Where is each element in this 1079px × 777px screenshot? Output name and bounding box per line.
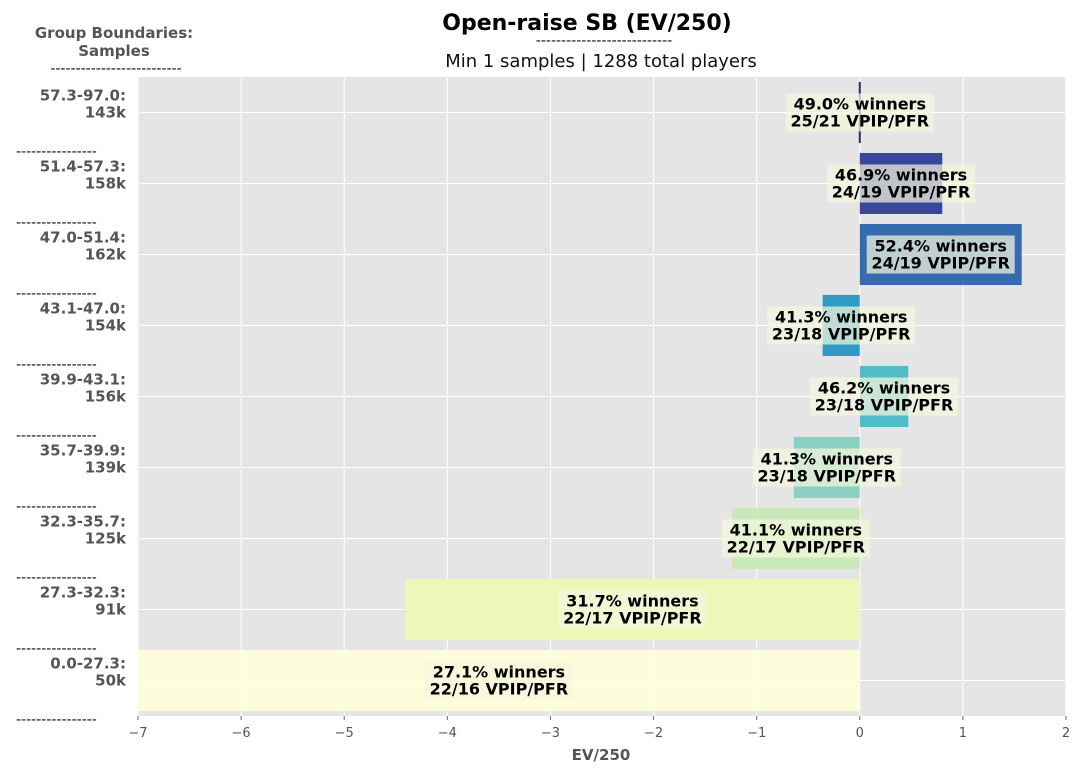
x-tick-label: −4 — [438, 726, 457, 741]
annotation-box — [866, 235, 1015, 274]
x-tick-label: −5 — [335, 726, 354, 741]
annotation-vpip-pfr: 23/18 VPIP/PFR — [758, 467, 897, 486]
annotation-winners: 27.1% winners — [433, 663, 565, 682]
x-tick-label: 0 — [856, 726, 864, 741]
annotation-vpip-pfr: 23/18 VPIP/PFR — [815, 396, 954, 415]
annotation-vpip-pfr: 24/19 VPIP/PFR — [871, 254, 1010, 273]
y-tick-range: 57.3-97.0: — [40, 87, 126, 105]
annotation-winners: 52.4% winners — [875, 237, 1007, 256]
y-tick-range: 47.0-51.4: — [40, 229, 126, 247]
y-tick-range: 51.4-57.3: — [40, 158, 126, 176]
y-tick-range: 27.3-32.3: — [40, 584, 126, 602]
y-tick-range: 32.3-35.7: — [40, 513, 126, 531]
y-axis-header-line1: Group Boundaries: — [35, 24, 193, 42]
y-separator: ---------------- — [16, 286, 97, 302]
annotation-vpip-pfr: 23/18 VPIP/PFR — [772, 325, 911, 344]
y-tick-range: 39.9-43.1: — [40, 371, 126, 389]
x-tick-label: −2 — [644, 726, 663, 741]
annotation-winners: 46.2% winners — [818, 379, 950, 398]
y-tick-samples: 139k — [85, 459, 127, 477]
annotation-winners: 41.3% winners — [761, 450, 893, 469]
y-separator: ---------------- — [16, 357, 97, 373]
x-tick-label: 1 — [959, 726, 967, 741]
y-separator: ---------------- — [16, 144, 97, 160]
y-separator: ---------------- — [16, 499, 97, 515]
annotation-winners: 41.1% winners — [730, 521, 862, 540]
x-tick-label: 2 — [1062, 726, 1070, 741]
annotation-vpip-pfr: 22/16 VPIP/PFR — [430, 680, 569, 699]
annotation-box — [558, 590, 707, 629]
annotation-winners: 41.3% winners — [775, 308, 907, 327]
annotation-vpip-pfr: 22/17 VPIP/PFR — [563, 609, 702, 628]
y-tick-samples: 156k — [85, 388, 127, 406]
annotation-box — [810, 377, 959, 416]
annotation-box — [424, 661, 573, 700]
y-tick-samples: 50k — [95, 672, 127, 690]
y-tick-samples: 125k — [85, 530, 127, 548]
y-tick-range: 0.0-27.3: — [50, 655, 126, 673]
annotation-box — [767, 306, 916, 345]
x-tick-label: −6 — [232, 726, 251, 741]
y-tick-range: 35.7-39.9: — [40, 442, 126, 460]
annotation-vpip-pfr: 24/19 VPIP/PFR — [832, 183, 971, 202]
annotation-vpip-pfr: 25/21 VPIP/PFR — [790, 112, 929, 131]
chart-title-underline: --------------------------- — [536, 33, 672, 49]
y-tick-samples: 154k — [85, 317, 127, 335]
chart-subtitle: Min 1 samples | 1288 total players — [445, 51, 757, 72]
annotation-box — [752, 448, 901, 487]
annotation-winners: 31.7% winners — [566, 592, 698, 611]
y-tick-layer: 57.3-97.0:143k----------------51.4-57.3:… — [16, 87, 127, 729]
y-tick-samples: 158k — [85, 175, 127, 193]
y-tick-samples: 143k — [85, 104, 127, 122]
annotation-box — [827, 164, 976, 203]
y-axis-header-line2: Samples — [78, 42, 150, 60]
annotation-vpip-pfr: 22/17 VPIP/PFR — [727, 538, 866, 557]
x-axis-label: EV/250 — [572, 746, 631, 764]
x-tick-label: −1 — [747, 726, 766, 741]
x-tick-label: −7 — [128, 726, 147, 741]
annotation-winners: 49.0% winners — [794, 95, 926, 114]
x-tick-label: −3 — [541, 726, 560, 741]
annotation-box — [721, 519, 870, 558]
y-tick-samples: 91k — [95, 601, 127, 619]
annotation-box — [785, 93, 934, 132]
y-tick-samples: 162k — [85, 246, 127, 264]
chart-title: Open-raise SB (EV/250) — [442, 11, 731, 36]
y-separator: ---------------- — [16, 215, 97, 231]
y-axis-header-line3: -------------------------- — [50, 61, 181, 77]
y-separator: ---------------- — [16, 641, 97, 657]
y-tick-range: 43.1-47.0: — [40, 300, 126, 318]
y-separator: ---------------- — [16, 428, 97, 444]
x-tick-layer: −7 −6 −5 −4 −3 −2 −1 0 1 2 — [128, 716, 1070, 741]
y-separator: ---------------- — [16, 712, 97, 728]
y-separator: ---------------- — [16, 570, 97, 586]
annotation-winners: 46.9% winners — [835, 166, 967, 185]
